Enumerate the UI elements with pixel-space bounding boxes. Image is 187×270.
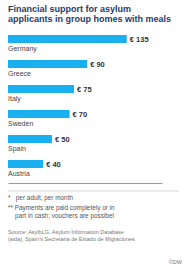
value-label: € 70 bbox=[73, 110, 88, 119]
value-label: € 75 bbox=[77, 85, 92, 94]
category-label: Sweden bbox=[8, 120, 33, 127]
value-label: € 90 bbox=[90, 60, 105, 69]
credit: ©DW bbox=[169, 259, 183, 265]
category-label: Spain bbox=[8, 145, 26, 153]
source: Source: AsylbLG, Asylum Information Data… bbox=[8, 229, 135, 242]
category-label: Germany bbox=[8, 45, 37, 53]
bar bbox=[8, 135, 52, 143]
title-line: Financial support for asylum bbox=[8, 4, 131, 14]
bar bbox=[8, 60, 87, 68]
labels: € 135 € 90 € 75 € 70 € 50 € 40 Germany Greece It… bbox=[8, 35, 149, 177]
x-axis-line bbox=[9, 183, 163, 184]
category-label: Greece bbox=[8, 70, 31, 77]
bar bbox=[8, 110, 70, 118]
source-line: (aida), Spain’s Secretaria de Estado de … bbox=[8, 236, 135, 242]
value-label: € 135 bbox=[130, 35, 149, 44]
chart: Financial support for asylumapplicants i… bbox=[0, 0, 187, 270]
category-label: Austria bbox=[8, 170, 30, 177]
credit-line: ©DW bbox=[169, 259, 183, 265]
bar bbox=[8, 85, 74, 93]
footnote-line: * per adult, per month bbox=[8, 194, 73, 202]
footnote-line: ** Payments are paid completely or in bbox=[8, 204, 115, 212]
footnote-line: part in cash; vouchers are possibel bbox=[8, 212, 114, 220]
notes: * per adult, per month ** Payments are pa… bbox=[8, 194, 183, 265]
title-line: applicants in group homes with meals bbox=[8, 14, 171, 24]
value-label: € 50 bbox=[55, 135, 70, 144]
bar bbox=[8, 35, 127, 43]
bars bbox=[8, 35, 127, 168]
bar bbox=[8, 160, 43, 168]
category-label: Italy bbox=[8, 95, 21, 103]
x-axis bbox=[9, 183, 163, 184]
footnote: ** Payments are paid completely or in pa… bbox=[8, 204, 115, 220]
value-label: € 40 bbox=[46, 160, 61, 169]
divider bbox=[8, 191, 179, 192]
source-line: Source: AsylbLG, Asylum Information Data… bbox=[8, 229, 124, 235]
title: Financial support for asylumapplicants i… bbox=[8, 4, 171, 24]
footnote: * per adult, per month bbox=[8, 194, 73, 202]
